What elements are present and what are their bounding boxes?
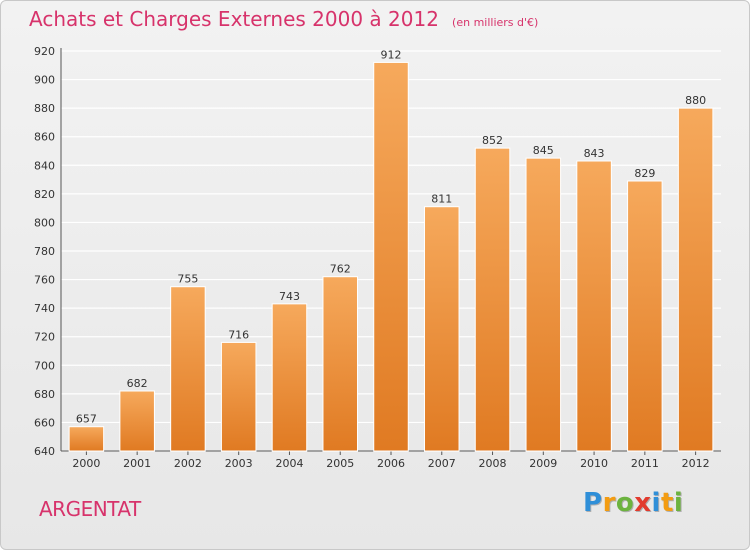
bar-value-label: 762 xyxy=(330,263,351,276)
bar-value-label: 682 xyxy=(127,377,148,390)
x-tick-label: 2001 xyxy=(123,457,151,470)
bar-value-label: 716 xyxy=(228,328,249,341)
logo-letter: o xyxy=(615,488,635,518)
bar-2007 xyxy=(424,206,460,452)
labels: 640 660 680 700 720 740 760 780 800 820 840 860 880 9… xyxy=(34,45,710,470)
bar-value-label: 912 xyxy=(381,48,402,61)
y-tick-label: 640 xyxy=(34,445,55,458)
bar-value-label: 880 xyxy=(685,94,706,107)
logo-letter: i xyxy=(673,488,684,518)
x-tick-label: 2012 xyxy=(682,457,710,470)
bar-2001 xyxy=(119,390,155,452)
bar-2009 xyxy=(525,157,562,452)
x-tick-label: 2009 xyxy=(529,457,557,470)
bar-2008 xyxy=(474,147,511,452)
y-tick-label: 840 xyxy=(34,159,55,172)
bar-value-label: 657 xyxy=(76,413,97,426)
logo-letter: r xyxy=(602,488,616,518)
title-row: Achats et Charges Externes 2000 à 2012 (… xyxy=(29,7,538,31)
y-tick-label: 660 xyxy=(34,416,55,429)
x-tick-label: 2004 xyxy=(275,457,303,470)
bar-value-label: 743 xyxy=(279,290,300,303)
x-tick-label: 2005 xyxy=(326,457,354,470)
logo-letter: t xyxy=(660,488,674,518)
y-tick-label: 860 xyxy=(34,131,55,144)
y-tick-label: 920 xyxy=(34,45,55,58)
bar-2011 xyxy=(627,180,663,452)
y-tick-label: 760 xyxy=(34,274,55,287)
bar-2003 xyxy=(220,341,257,452)
bar-2002 xyxy=(170,286,206,452)
x-tick-label: 2010 xyxy=(580,457,608,470)
bar-value-label: 852 xyxy=(482,134,503,147)
bar-2004 xyxy=(271,303,308,452)
logo-letter: P xyxy=(583,488,603,518)
x-tick-label: 2006 xyxy=(377,457,405,470)
logo-letter: x xyxy=(634,488,652,518)
x-tick-label: 2002 xyxy=(174,457,202,470)
y-tick-label: 680 xyxy=(34,388,55,401)
bar-value-label: 811 xyxy=(431,193,452,206)
chart-unit: (en milliers d'€) xyxy=(452,16,539,29)
bar-value-label: 829 xyxy=(634,167,655,180)
proxiti-logo: Proxiti xyxy=(583,488,683,518)
commune-name: ARGENTAT xyxy=(39,497,141,521)
y-tick-label: 800 xyxy=(34,216,55,229)
bar-value-label: 845 xyxy=(533,144,554,157)
bar-2010 xyxy=(576,160,612,452)
chart-title: Achats et Charges Externes 2000 à 2012 xyxy=(29,7,439,31)
logo-letter: i xyxy=(651,488,661,518)
y-tick-label: 700 xyxy=(34,359,55,372)
bar-2006 xyxy=(373,61,409,452)
x-tick-label: 2011 xyxy=(631,457,659,470)
y-tick-label: 720 xyxy=(34,331,55,344)
bars xyxy=(68,61,714,452)
bar-value-label: 843 xyxy=(584,147,605,160)
bar-2000 xyxy=(68,426,105,452)
y-tick-label: 900 xyxy=(34,74,55,87)
y-tick-label: 740 xyxy=(34,302,55,315)
x-tick-label: 2000 xyxy=(72,457,100,470)
bar-2012 xyxy=(677,107,714,452)
bar-value-label: 755 xyxy=(177,273,198,286)
bar-2005 xyxy=(322,276,358,452)
y-tick-label: 780 xyxy=(34,245,55,258)
x-tick-label: 2007 xyxy=(428,457,456,470)
x-tick-label: 2003 xyxy=(225,457,253,470)
y-tick-label: 820 xyxy=(34,188,55,201)
y-tick-label: 880 xyxy=(34,102,55,115)
x-tick-label: 2008 xyxy=(479,457,507,470)
